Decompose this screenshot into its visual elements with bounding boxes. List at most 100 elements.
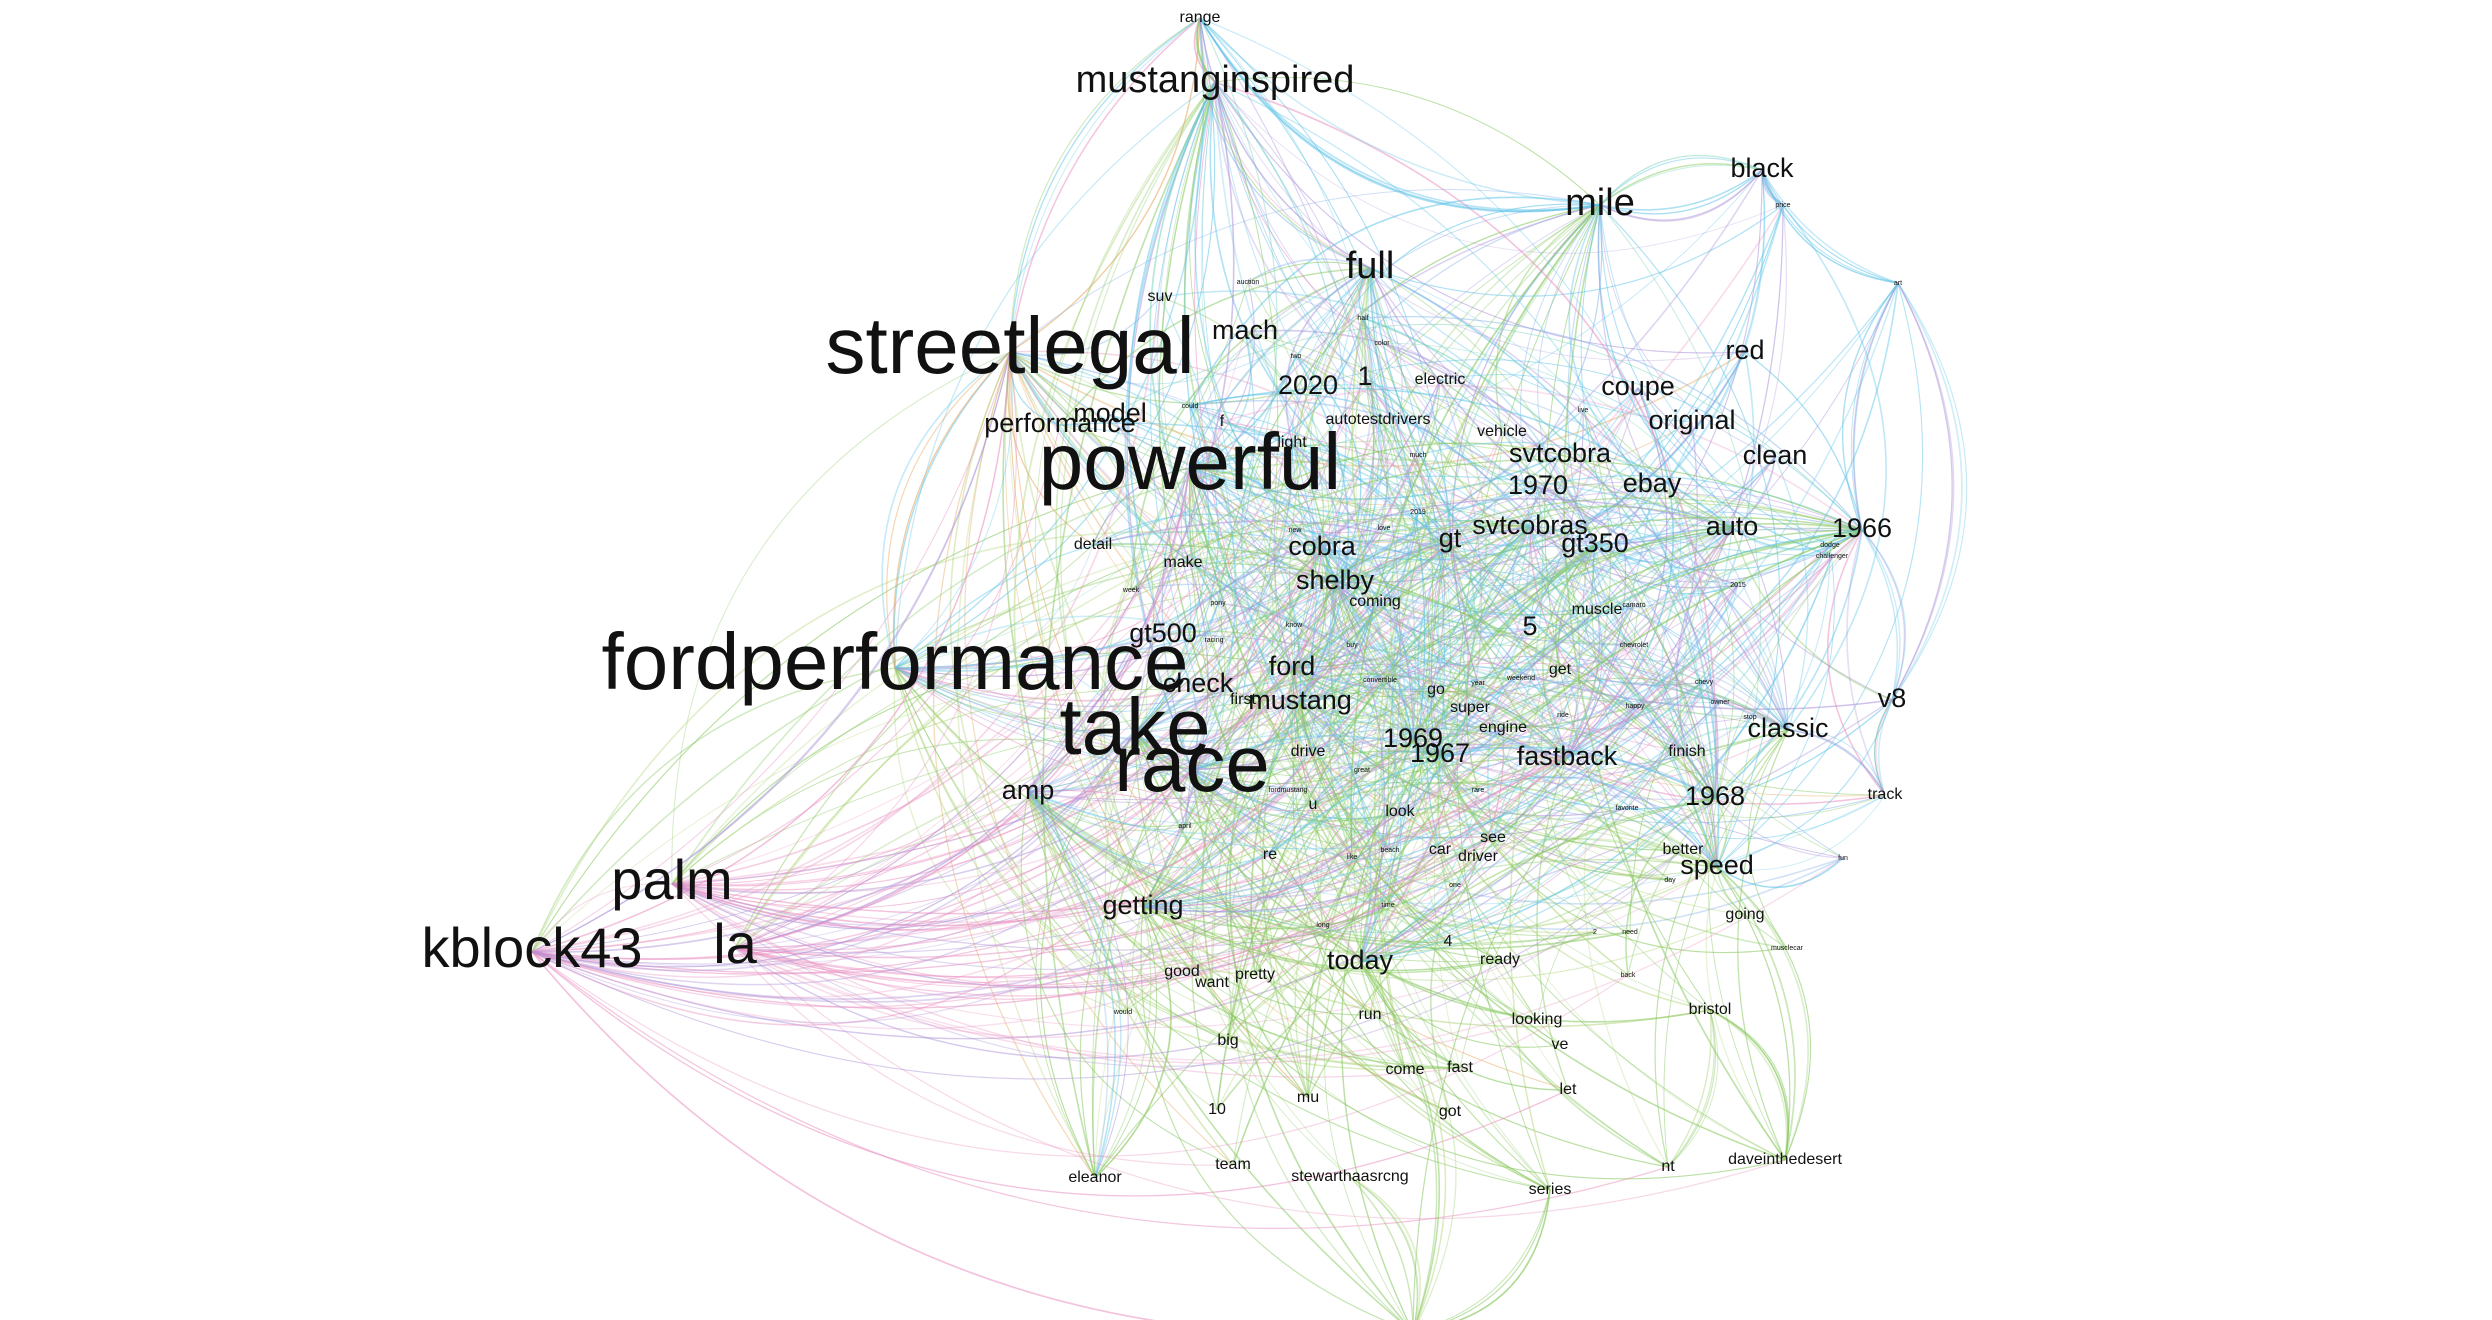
edge (1567, 204, 1844, 859)
edge (1307, 757, 1568, 1099)
edge (1009, 351, 1309, 1099)
edge (894, 530, 1323, 669)
edge (1536, 797, 1716, 1021)
node-label: go (1427, 681, 1445, 698)
node-label: weekend (1506, 675, 1535, 682)
edge (1142, 906, 1746, 982)
edge (1142, 442, 1317, 908)
node-label: team (1215, 1156, 1251, 1173)
edge (1667, 1009, 1719, 1168)
edge (1134, 732, 1538, 1021)
edge (531, 467, 1191, 953)
edge (1426, 526, 1531, 851)
edge (1299, 701, 1561, 1046)
edge (1439, 754, 1671, 881)
edge (1189, 467, 1441, 756)
node-label: happy (1625, 703, 1645, 710)
edge (1563, 204, 1786, 1161)
edge (1709, 1009, 1789, 1161)
edge (1439, 677, 1522, 756)
edge (1714, 529, 1863, 799)
edge (1291, 644, 1635, 693)
node-label: driver (1458, 848, 1499, 865)
node-label: going (1725, 906, 1764, 923)
edge (894, 667, 1361, 963)
edge (1291, 511, 1863, 669)
edge (671, 883, 1786, 1220)
edge (1716, 866, 1746, 916)
edge (1321, 547, 1716, 801)
edge (531, 714, 1564, 1030)
edge (1667, 1009, 1716, 1168)
edge (1412, 169, 1763, 741)
node-label: speed (1680, 850, 1754, 880)
edge (1321, 547, 1746, 916)
edge (671, 849, 1684, 1068)
edge (1307, 527, 1863, 753)
edge (1369, 204, 1784, 297)
edge (1369, 527, 1733, 1016)
edge (1027, 602, 1219, 793)
edge (1359, 961, 1441, 1320)
edge (1294, 504, 1531, 531)
edge (1330, 267, 1414, 741)
node-label: svtcobras (1472, 510, 1588, 540)
edge (671, 351, 1011, 885)
edge (1027, 791, 1596, 946)
edge (1291, 377, 1388, 669)
node-label: would (1113, 1009, 1132, 1016)
edge (531, 789, 1289, 1024)
edge (1142, 750, 1441, 908)
edge (1582, 409, 1735, 799)
edge (531, 732, 1136, 972)
edge (1216, 529, 1863, 1111)
node-label: original (1648, 405, 1735, 435)
edge (1761, 169, 1899, 284)
edge (1197, 684, 1361, 963)
edge (1142, 296, 1236, 908)
edge (1254, 529, 1863, 976)
node-label: mile (1565, 182, 1635, 224)
edge (1191, 701, 1721, 839)
node-label: autotestdrivers (1326, 411, 1431, 428)
edge (1374, 524, 1531, 603)
edge (1269, 527, 1733, 856)
edge (894, 667, 1551, 1191)
edge (1294, 529, 1415, 741)
edge (1142, 601, 1376, 908)
edge (1027, 497, 1733, 793)
edge (1861, 529, 1906, 701)
edge (734, 857, 1844, 1061)
node-label: ride (1557, 712, 1569, 719)
node-label: 2019 (1410, 509, 1426, 516)
edge (1351, 526, 1531, 646)
edge (1027, 791, 1116, 1179)
edge (894, 667, 1711, 1028)
edge (1244, 331, 1716, 799)
node-label: kblock43 (421, 916, 642, 979)
edge (1381, 342, 1718, 868)
node-label: first (1230, 691, 1256, 708)
node-label: track (1868, 786, 1904, 803)
edge (671, 529, 1863, 915)
node-label: car (1429, 841, 1452, 858)
edge (1009, 351, 1561, 671)
node-label: engine (1479, 719, 1527, 736)
edge (1161, 81, 1391, 851)
edge (1449, 351, 1746, 541)
edge (1244, 331, 1716, 799)
edge (1439, 754, 1631, 933)
edge (1449, 539, 1671, 881)
edge (1430, 757, 1568, 1113)
node-label: 1966 (1832, 513, 1892, 543)
edge (1189, 467, 1786, 1161)
edge (1299, 282, 1899, 703)
edge (1027, 791, 1449, 943)
edge (1439, 374, 1733, 529)
edge (531, 701, 1721, 1040)
edge (1599, 169, 1763, 211)
edge (1009, 350, 1568, 759)
node-label: fast (1447, 1059, 1473, 1076)
node-label: black (1730, 153, 1794, 183)
edge (894, 667, 1631, 950)
